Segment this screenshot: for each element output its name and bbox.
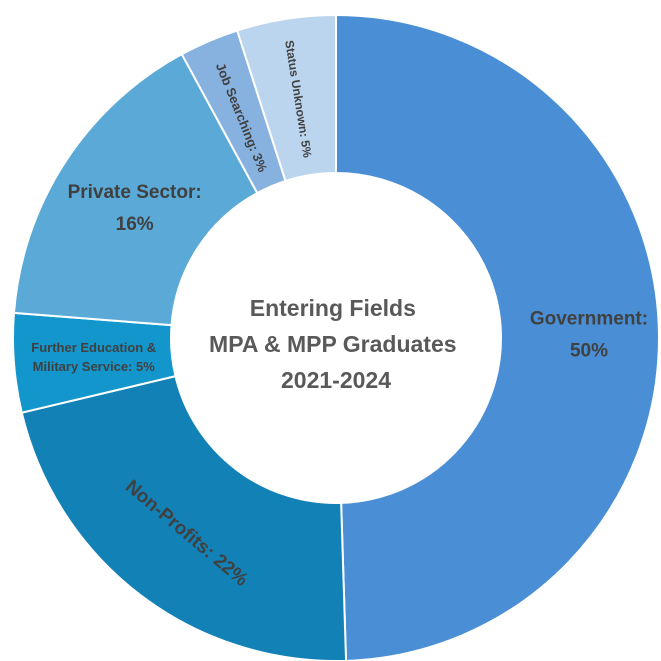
slice-label-further-education-military-service: Further Education & Military Service: 5% — [31, 340, 156, 374]
slice-label-line: Private Sector: — [68, 182, 202, 203]
slice-label-line: Further Education & — [31, 340, 156, 355]
slice-label-line: 50% — [570, 341, 608, 362]
chart-title-line-2: MPA & MPP Graduates — [209, 331, 457, 357]
chart-title: Entering Fields MPA & MPP Graduates 2021… — [209, 295, 463, 393]
slice-status-unknown — [235, 13, 337, 183]
slice-non-profits — [20, 374, 348, 661]
slice-label-private-sector: Private Sector: 16% — [68, 182, 202, 235]
chart-title-line-1: Entering Fields — [250, 295, 416, 321]
slice-label-government: Government: 50% — [530, 309, 648, 362]
slice-private-sector — [12, 52, 259, 327]
slice-label-line: Military Service: 5% — [33, 359, 156, 374]
donut-slices — [12, 13, 660, 661]
slice-government — [335, 13, 660, 661]
slice-label-line: Government: — [530, 309, 648, 330]
chart-title-line-3: 2021-2024 — [281, 367, 391, 393]
slice-label-line: 16% — [116, 214, 154, 235]
